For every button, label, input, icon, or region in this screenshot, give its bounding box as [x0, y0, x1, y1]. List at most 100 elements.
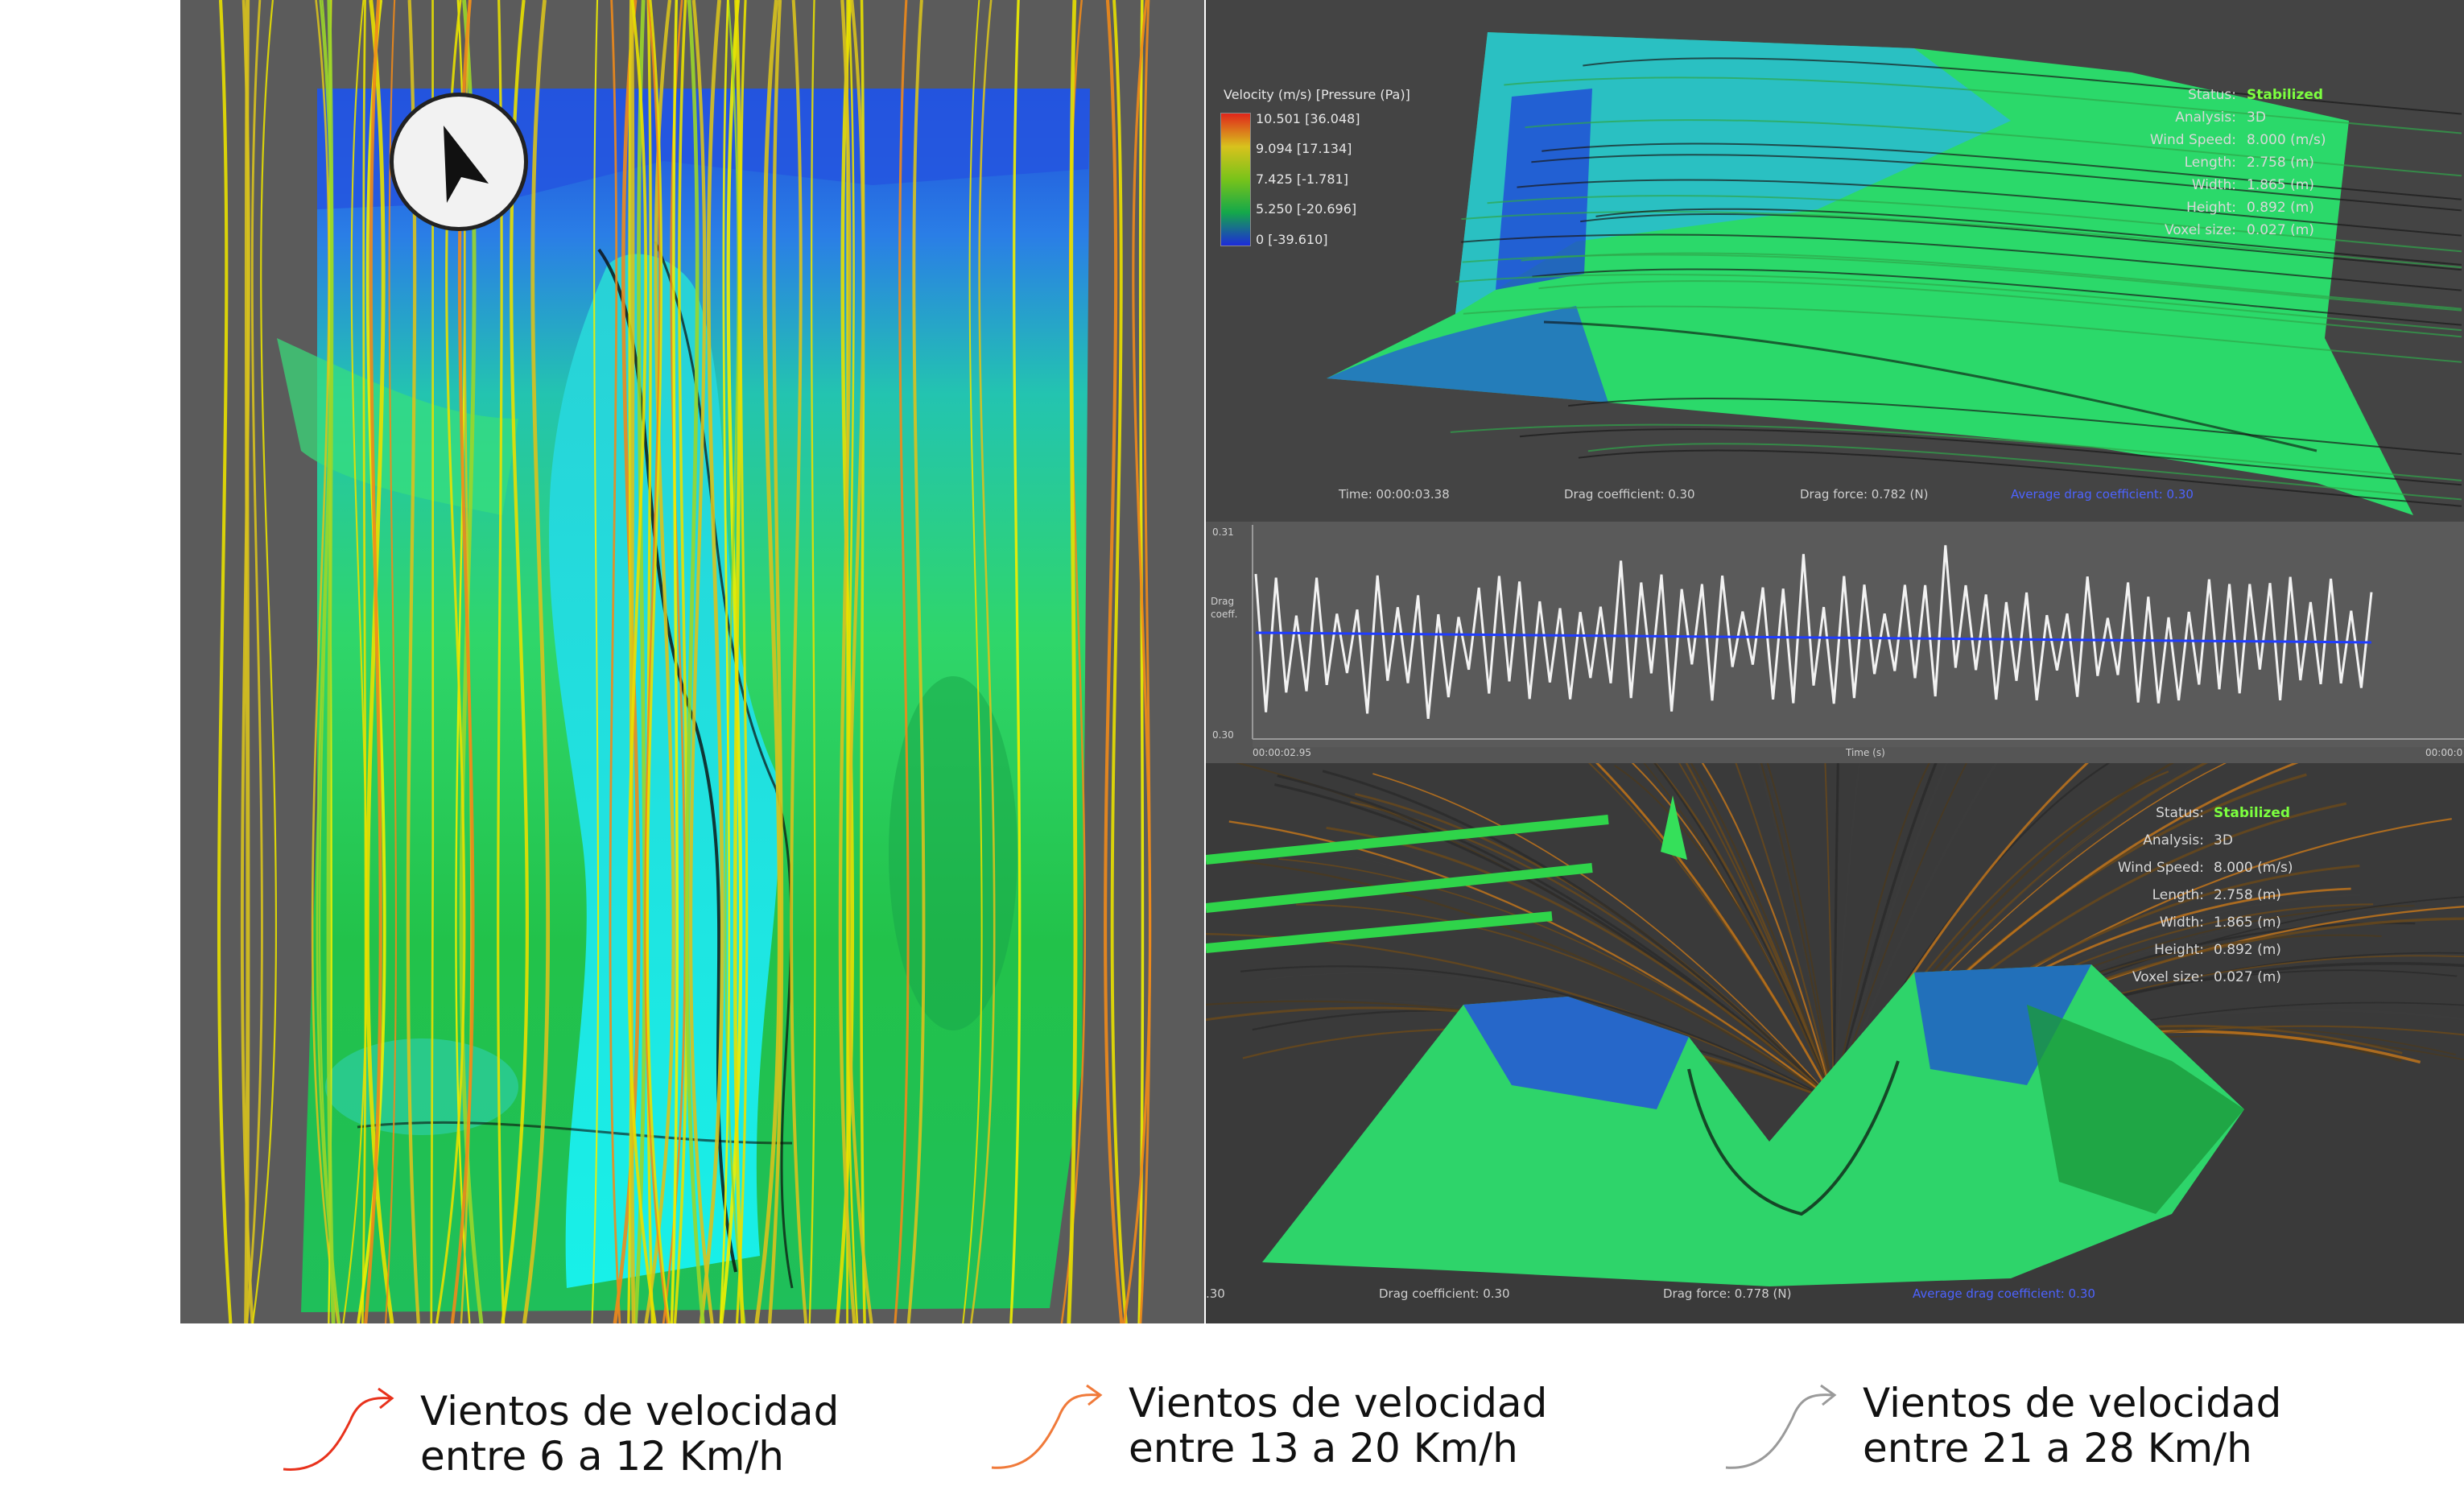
drag-coefficient-graph: 0.31 0.30 Drag coeff. 00:00:02.95 Time (…	[1206, 522, 2464, 763]
streamline	[591, 0, 600, 1323]
stat-status-value: Stabilized	[2214, 805, 2291, 821]
streamline	[1538, 280, 2462, 338]
key-label-line-2: entre 6 a 12 Km/h	[420, 1433, 784, 1480]
streamline	[1595, 208, 2462, 266]
streamline	[1461, 210, 2462, 269]
streamline	[364, 0, 382, 1323]
streamline	[673, 0, 689, 1323]
stat-length-value: 2.758 (m)	[2214, 887, 2281, 903]
legend-colorbar	[1220, 113, 1251, 246]
stat-analysis-label: Analysis:	[2175, 109, 2236, 126]
streamline	[1110, 0, 1128, 1323]
streamline	[1580, 213, 2462, 271]
streamline	[1532, 268, 2462, 326]
streamline	[365, 0, 394, 1323]
streamline	[1296, 903, 1835, 1102]
streamline	[1372, 773, 1835, 1102]
key-label-line-1: Vientos de velocidad	[1129, 1380, 1548, 1426]
footer-drag-force: Drag force: 0.782 (N)	[1800, 487, 1929, 502]
streamline	[1450, 423, 2462, 481]
stat-wind-value: 8.000 (m/s)	[2247, 132, 2326, 148]
streamline	[1206, 933, 1835, 1103]
footer-average-drag: Average drag coefficient: 0.30	[1913, 1286, 2095, 1301]
stat-voxel-label: Voxel size:	[2132, 969, 2204, 985]
velocity-3d-streamlines-render	[1206, 763, 2464, 1286]
north-arrow	[390, 93, 528, 231]
stat-voxel-value: 0.027 (m)	[2214, 969, 2281, 985]
streamline	[1206, 911, 1553, 953]
streamline	[1766, 763, 1835, 1102]
streamline	[790, 0, 808, 1323]
stat-analysis-label: Analysis:	[2143, 832, 2204, 848]
graph-x-start: 00:00:02.95	[1253, 747, 1311, 758]
streamline	[1139, 0, 1151, 1323]
wind-key-item-3: Vientos de velocidad entre 21 a 28 Km/h	[1716, 1373, 2360, 1485]
stat-width-label: Width:	[2191, 177, 2236, 193]
streamline	[838, 0, 856, 1323]
streamline	[1521, 252, 2462, 310]
streamline	[1542, 142, 2462, 200]
streamline	[1104, 0, 1124, 1323]
streamline	[1525, 119, 2462, 177]
velocity-3d-view: Velocity (m/s) [Pressure (Pa)] 10.501 [3…	[1206, 0, 2464, 522]
streamline	[1832, 763, 1861, 1102]
streamline	[1701, 763, 1835, 1102]
streamline	[767, 0, 784, 1323]
velocity-3d-streamlines-view: Status: Stabilized Analysis: 3D Wind Spe…	[1206, 763, 2464, 1323]
streamline-group	[1450, 57, 2462, 507]
streamline	[361, 0, 367, 1323]
legend-level: 0 [-39.610]	[1256, 232, 1328, 247]
stat-status-label: Status:	[2156, 805, 2204, 821]
average-drag-series	[1255, 631, 2372, 644]
stat-width-value: 1.865 (m)	[2214, 915, 2281, 931]
streamline	[1832, 763, 1938, 1102]
north-arrow-icon	[444, 126, 489, 203]
curved-arrow-icon	[1725, 1384, 1837, 1469]
streamline	[1240, 965, 1835, 1102]
streamline	[246, 0, 263, 1323]
streamline	[1504, 76, 2462, 134]
streamline	[644, 0, 669, 1323]
streamline	[1824, 763, 1835, 1102]
streamline	[1206, 815, 1609, 865]
streamline	[733, 0, 745, 1323]
footer-time: Time: 00:00:03.38	[1339, 487, 1450, 502]
streamline	[754, 0, 782, 1323]
legend-level: 5.250 [-20.696]	[1256, 201, 1357, 217]
streamline	[326, 0, 336, 1323]
streamline	[1206, 857, 1835, 1102]
streamline	[1832, 763, 1949, 1102]
drag-graph-plot	[1252, 522, 2464, 747]
streamline	[311, 0, 340, 1323]
streamline	[1690, 763, 1835, 1102]
streamline	[894, 0, 910, 1323]
velocity-3d-surface	[1327, 32, 2462, 515]
wind-key-item-2: Vientos de velocidad entre 13 a 20 Km/h	[982, 1373, 1626, 1485]
streamline-group	[217, 0, 1152, 1323]
streamline	[627, 0, 657, 1323]
streamline	[1206, 863, 1593, 913]
key-label-line-1: Vientos de velocidad	[420, 1388, 840, 1435]
streamline	[1517, 179, 2462, 237]
stat-width-value: 1.865 (m)	[2247, 177, 2314, 193]
streamline	[1568, 398, 2462, 456]
stat-height-label: Height:	[2154, 942, 2204, 958]
key-label-line-1: Vientos de velocidad	[1863, 1380, 2282, 1426]
graph-y-max: 0.31	[1212, 526, 1234, 538]
stat-length-label: Length:	[2184, 155, 2236, 171]
streamline	[846, 0, 859, 1323]
stat-height-value: 0.892 (m)	[2247, 200, 2314, 216]
curved-arrow-icon	[991, 1384, 1103, 1469]
streamline	[1678, 763, 1835, 1102]
stat-height-value: 0.892 (m)	[2214, 942, 2281, 958]
streamline	[1587, 443, 2462, 501]
streamline	[699, 0, 724, 1323]
streamline	[629, 0, 636, 1323]
streamline	[906, 0, 926, 1323]
streamline	[847, 0, 873, 1323]
streamline	[1322, 770, 1835, 1103]
streamline	[662, 0, 687, 1323]
streamline	[634, 0, 647, 1323]
stat-analysis-value: 3D	[2214, 832, 2233, 848]
streamline	[1760, 763, 1835, 1102]
